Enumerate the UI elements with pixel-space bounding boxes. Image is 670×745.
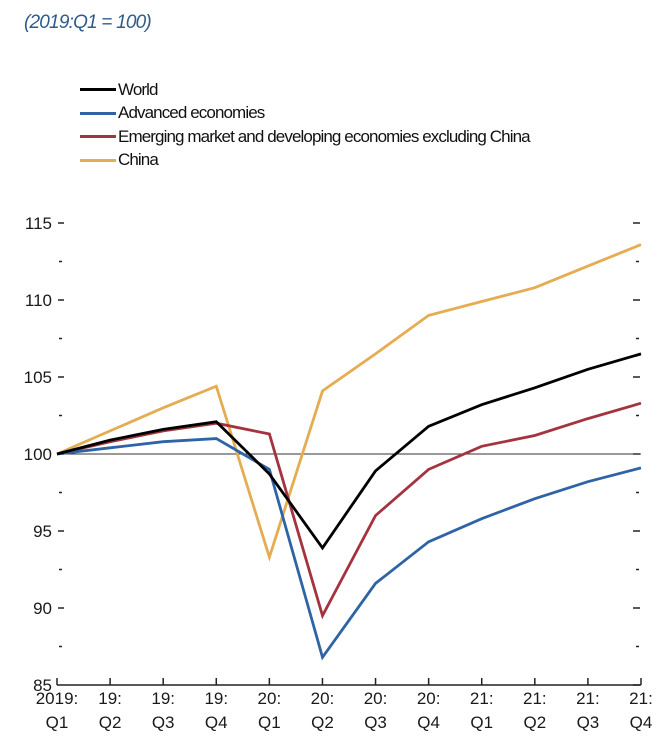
- legend-swatch-china: [80, 158, 116, 162]
- x-tick-label: 21:: [523, 689, 547, 708]
- y-tick-label: 100: [24, 445, 52, 464]
- y-tick-label: 95: [33, 522, 52, 541]
- x-tick-label: 20:: [311, 689, 335, 708]
- legend-label: Advanced economies: [118, 103, 265, 123]
- x-tick-label: 20:: [417, 689, 441, 708]
- x-tick-label: Q1: [470, 713, 493, 732]
- x-tick-label: Q4: [630, 713, 653, 732]
- x-tick-label: Q2: [523, 713, 546, 732]
- legend-swatch-emerging: [80, 135, 116, 139]
- legend: World Advanced economies Emerging market…: [80, 78, 531, 173]
- x-tick-label: 20:: [258, 689, 282, 708]
- legend-label: World: [118, 79, 158, 99]
- x-tick-label: Q3: [364, 713, 387, 732]
- y-tick-label: 85: [33, 676, 52, 695]
- x-tick-label: Q4: [417, 713, 440, 732]
- x-tick-label: Q3: [577, 713, 600, 732]
- legend-label: China: [118, 150, 159, 170]
- y-tick-label: 90: [33, 599, 52, 618]
- x-tick-label: 21:: [470, 689, 494, 708]
- legend-item-china: China: [80, 149, 530, 173]
- legend-item-world: World: [80, 78, 530, 102]
- y-tick-label: 110: [25, 291, 52, 310]
- x-tick-label: 19:: [98, 689, 122, 708]
- x-tick-label: Q4: [205, 713, 228, 732]
- x-tick-label: 19:: [151, 689, 175, 708]
- chart-subtitle: (2019:Q1 = 100): [24, 12, 152, 33]
- x-tick-label: Q1: [46, 713, 69, 732]
- series-line-china: [56, 243, 642, 562]
- x-tick-label: Q1: [258, 713, 281, 732]
- legend-swatch-advanced: [80, 111, 116, 115]
- x-tick-label: Q2: [99, 713, 122, 732]
- x-tick-label: 2019:: [36, 689, 79, 708]
- y-tick-label: 115: [25, 214, 52, 233]
- y-tick-label: 105: [24, 368, 52, 387]
- x-tick-label: 21:: [576, 689, 600, 708]
- x-tick-label: Q2: [311, 713, 334, 732]
- x-tick-label: 21:: [629, 689, 653, 708]
- series-line-advanced-economies: [56, 437, 642, 661]
- x-tick-label: 20:: [364, 689, 388, 708]
- x-tick-label: 19:: [204, 689, 228, 708]
- legend-item-advanced: Advanced economies: [80, 102, 530, 126]
- series-line-emerging-excl-china: [56, 401, 642, 620]
- series-line-world: [56, 352, 642, 551]
- legend-swatch-world: [80, 88, 116, 92]
- legend-label: Emerging market and developing economies…: [118, 126, 531, 146]
- legend-item-emerging: Emerging market and developing economies…: [80, 125, 531, 149]
- x-tick-label: Q3: [152, 713, 175, 732]
